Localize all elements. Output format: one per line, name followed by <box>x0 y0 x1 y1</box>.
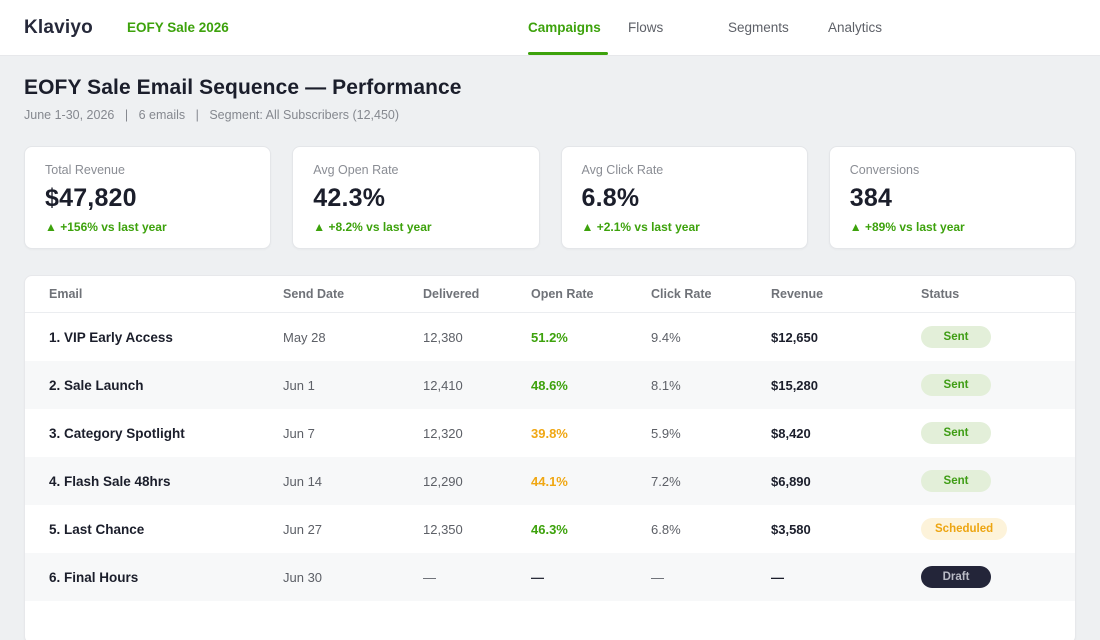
subtitle-email-count: 6 emails <box>138 108 186 122</box>
primary-nav: Campaigns Flows Segments Analytics <box>528 0 928 55</box>
open-rate: 48.6% <box>531 377 568 393</box>
email-name: 1. VIP Early Access <box>49 329 173 345</box>
table-body: 1. VIP Early Access May 28 12,380 51.2% … <box>25 313 1075 601</box>
column-header-send-date: Send Date <box>283 287 345 301</box>
kpi-delta: ▲ +2.1% vs last year <box>581 220 700 234</box>
column-header-email: Email <box>49 287 83 301</box>
kpi-delta: ▲ +89% vs last year <box>849 220 965 234</box>
status-badge: Sent <box>921 422 991 444</box>
email-name: 5. Last Chance <box>49 521 145 537</box>
email-name: 2. Sale Launch <box>49 377 144 393</box>
kpi-card-avg-click-rate: Avg Click Rate 6.8% ▲ +2.1% vs last year <box>560 146 808 249</box>
main-content: EOFY Sale Email Sequence — Performance J… <box>0 76 1100 640</box>
tab-campaigns[interactable]: Campaigns <box>528 0 628 55</box>
open-rate: 51.2% <box>531 329 568 345</box>
kpi-value: 6.8% <box>581 184 640 212</box>
subtitle-date-range: June 1-30, 2026 <box>24 108 115 122</box>
column-header-status: Status <box>921 287 960 301</box>
delivered-count: 12,410 <box>423 377 463 393</box>
table-row[interactable]: 5. Last Chance Jun 27 12,350 46.3% 6.8% … <box>25 505 1075 553</box>
revenue: $12,650 <box>771 329 818 345</box>
revenue: $8,420 <box>771 425 811 441</box>
revenue: $15,280 <box>771 377 818 393</box>
tab-segments[interactable]: Segments <box>728 20 789 35</box>
status-cell: Sent <box>921 470 1051 492</box>
table-row[interactable]: 3. Category Spotlight Jun 7 12,320 39.8%… <box>25 409 1075 457</box>
tab-analytics[interactable]: Analytics <box>828 20 883 35</box>
klaviyo-logo: Klaviyo <box>24 16 93 38</box>
open-rate: 46.3% <box>531 521 568 537</box>
send-date: May 28 <box>283 329 326 345</box>
kpi-label: Conversions <box>849 163 920 177</box>
status-badge: Scheduled <box>921 518 1008 540</box>
table-row[interactable]: 6. Final Hours Jun 30 — — — — Draft <box>25 553 1075 601</box>
kpi-cards: Total Revenue $47,820 ▲ +156% vs last ye… <box>24 146 1076 249</box>
status-cell: Scheduled <box>921 518 1051 540</box>
open-rate: — <box>531 569 544 585</box>
column-header-delivered: Delivered <box>423 287 480 301</box>
table-row[interactable]: 2. Sale Launch Jun 1 12,410 48.6% 8.1% $… <box>25 361 1075 409</box>
status-badge: Draft <box>921 566 991 588</box>
open-rate: 44.1% <box>531 473 568 489</box>
subtitle-separator: | <box>195 108 199 122</box>
click-rate: 6.8% <box>651 521 681 537</box>
kpi-label: Avg Click Rate <box>581 163 664 177</box>
table-row[interactable]: 4. Flash Sale 48hrs Jun 14 12,290 44.1% … <box>25 457 1075 505</box>
email-name: 6. Final Hours <box>49 569 139 585</box>
email-name: 4. Flash Sale 48hrs <box>49 473 171 489</box>
kpi-delta: ▲ +8.2% vs last year <box>313 220 432 234</box>
kpi-label: Avg Open Rate <box>313 163 399 177</box>
kpi-label: Total Revenue <box>45 163 125 177</box>
status-badge: Sent <box>921 326 991 348</box>
delivered-count: — <box>423 569 436 585</box>
delivered-count: 12,350 <box>423 521 463 537</box>
email-name: 3. Category Spotlight <box>49 425 185 441</box>
column-header-revenue: Revenue <box>771 287 824 301</box>
click-rate: 9.4% <box>651 329 681 345</box>
kpi-card-total-revenue: Total Revenue $47,820 ▲ +156% vs last ye… <box>24 146 272 249</box>
column-header-click-rate: Click Rate <box>651 287 712 301</box>
kpi-card-avg-open-rate: Avg Open Rate 42.3% ▲ +8.2% vs last year <box>292 146 540 249</box>
delivered-count: 12,380 <box>423 329 463 345</box>
subtitle-separator: | <box>124 108 129 122</box>
page-subtitle: June 1-30, 2026 | 6 emails | Segment: Al… <box>24 108 1076 122</box>
status-badge: Sent <box>921 374 991 396</box>
status-cell: Sent <box>921 422 1051 444</box>
table-header-row: Email Send Date Delivered Open Rate Clic… <box>25 276 1075 313</box>
campaign-badge: EOFY Sale 2026 <box>127 20 229 35</box>
revenue: $6,890 <box>771 473 811 489</box>
send-date: Jun 1 <box>283 377 315 393</box>
kpi-value: $47,820 <box>45 184 137 212</box>
status-cell: Sent <box>921 374 1051 396</box>
delivered-count: 12,290 <box>423 473 463 489</box>
send-date: Jun 14 <box>283 473 323 489</box>
revenue: $3,580 <box>771 521 811 537</box>
tab-flows[interactable]: Flows <box>628 20 664 35</box>
revenue: — <box>771 569 784 585</box>
send-date: Jun 27 <box>283 521 323 537</box>
click-rate: — <box>651 569 664 585</box>
top-bar: Klaviyo EOFY Sale 2026 Campaigns Flows S… <box>0 0 1100 56</box>
delivered-count: 12,320 <box>423 425 463 441</box>
click-rate: 5.9% <box>651 425 681 441</box>
send-date: Jun 7 <box>283 425 315 441</box>
kpi-card-conversions: Conversions 384 ▲ +89% vs last year <box>828 146 1076 249</box>
send-date: Jun 30 <box>283 569 323 585</box>
subtitle-segment: Segment: All Subscribers (12,450) <box>209 108 400 122</box>
kpi-value: 42.3% <box>313 184 386 212</box>
page-title: EOFY Sale Email Sequence — Performance <box>24 76 462 99</box>
kpi-delta: ▲ +156% vs last year <box>45 220 167 234</box>
click-rate: 8.1% <box>651 377 681 393</box>
status-cell: Sent <box>921 326 1051 348</box>
click-rate: 7.2% <box>651 473 681 489</box>
campaign-table: Email Send Date Delivered Open Rate Clic… <box>24 275 1076 640</box>
table-row[interactable]: 1. VIP Early Access May 28 12,380 51.2% … <box>25 313 1075 361</box>
status-badge: Sent <box>921 470 991 492</box>
kpi-value: 384 <box>849 184 893 212</box>
status-cell: Draft <box>921 566 1051 588</box>
column-header-open-rate: Open Rate <box>531 287 594 301</box>
open-rate: 39.8% <box>531 425 568 441</box>
